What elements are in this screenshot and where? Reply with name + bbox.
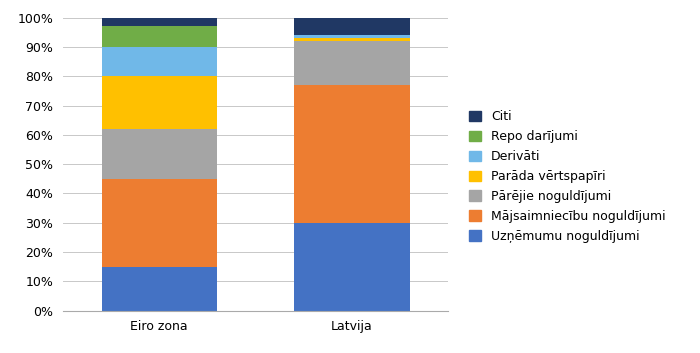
Bar xyxy=(294,41,410,85)
Bar xyxy=(294,35,410,38)
Bar xyxy=(102,267,217,311)
Bar xyxy=(294,18,410,35)
Bar xyxy=(102,18,217,26)
Legend: Citi, Repo darījumi, Derivāti, Parāda vērtspapīri, Pārējie noguldījumi, Mājsaimn: Citi, Repo darījumi, Derivāti, Parāda vē… xyxy=(465,107,669,246)
Bar xyxy=(102,26,217,47)
Bar xyxy=(102,76,217,129)
Bar xyxy=(102,129,217,179)
Bar xyxy=(102,47,217,76)
Bar xyxy=(102,179,217,267)
Bar xyxy=(294,38,410,41)
Bar xyxy=(294,85,410,223)
Bar xyxy=(294,223,410,311)
